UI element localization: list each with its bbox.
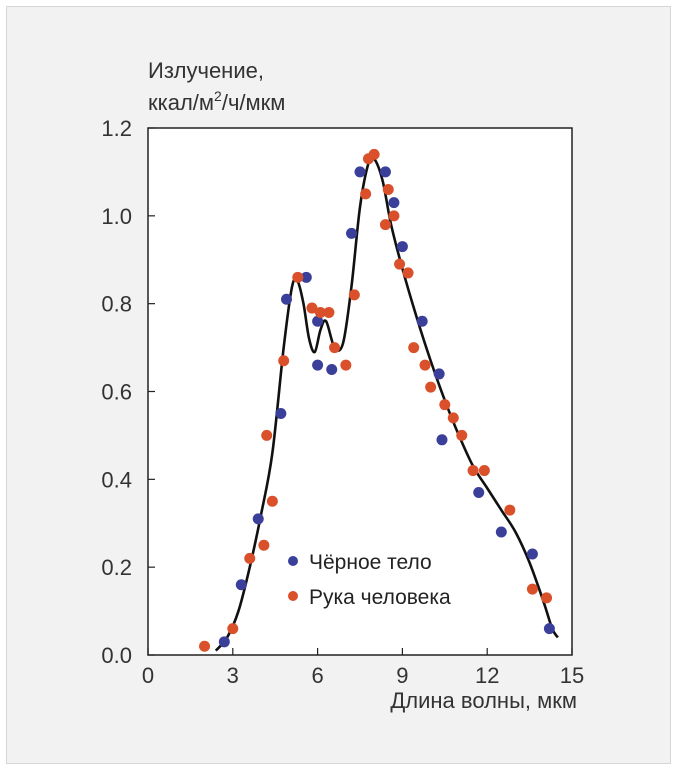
legend-marker-black-body bbox=[288, 556, 298, 566]
black-body-point bbox=[252, 513, 264, 525]
human-hand-point bbox=[541, 592, 553, 604]
x-tick-label: 15 bbox=[560, 663, 584, 688]
human-hand-point bbox=[402, 267, 414, 279]
black-body-point bbox=[326, 364, 338, 376]
y-tick-label: 0.0 bbox=[101, 643, 132, 668]
human-hand-point bbox=[478, 465, 490, 477]
human-hand-point bbox=[244, 552, 256, 564]
human-hand-point bbox=[261, 429, 273, 441]
human-hand-point bbox=[467, 465, 479, 477]
human-hand-point bbox=[199, 640, 211, 652]
fitted-curve-layer bbox=[214, 155, 559, 652]
human-hand-point bbox=[306, 302, 318, 314]
human-hand-point bbox=[266, 495, 278, 507]
legend-label-human-hand: Рука человека bbox=[309, 586, 451, 609]
y-tick-label: 0.4 bbox=[101, 467, 132, 492]
x-tick-label: 0 bbox=[142, 663, 154, 688]
human-hand-point bbox=[388, 210, 400, 222]
human-hand-point bbox=[419, 359, 431, 371]
human-hand-point bbox=[278, 355, 290, 367]
human-hand-point bbox=[360, 188, 372, 200]
x-tick-label: 12 bbox=[475, 663, 499, 688]
y-tick-label: 1.2 bbox=[101, 116, 132, 141]
human-hand-point bbox=[408, 342, 420, 354]
human-hand-point bbox=[382, 183, 394, 195]
human-hand-point bbox=[292, 271, 304, 283]
x-tick-label: 9 bbox=[396, 663, 408, 688]
human-hand-point bbox=[329, 342, 341, 354]
black-body-point bbox=[281, 293, 293, 305]
black-body-point bbox=[433, 368, 445, 380]
black-body-point bbox=[312, 315, 324, 327]
y-tick-label: 0.2 bbox=[101, 555, 132, 580]
human-hand-point bbox=[394, 258, 406, 270]
human-hand-point bbox=[227, 623, 239, 635]
human-hand-point bbox=[504, 504, 516, 516]
y-axis-unit-pre: ккал/м bbox=[148, 90, 214, 115]
y-tick-label: 0.8 bbox=[101, 292, 132, 317]
human-hand-point bbox=[258, 539, 270, 551]
y-axis-unit-sup: 2 bbox=[214, 88, 222, 104]
human-hand-point bbox=[439, 399, 451, 411]
black-body-point bbox=[388, 197, 400, 209]
human-hand-point bbox=[425, 381, 437, 393]
human-hand-point bbox=[447, 412, 459, 424]
y-axis-title-line1: Излучение, bbox=[148, 58, 264, 83]
black-body-point bbox=[300, 271, 312, 283]
black-body-point bbox=[379, 166, 391, 178]
fitted-curve bbox=[214, 155, 559, 652]
legend: Чёрное тело Рука человека bbox=[288, 551, 451, 609]
black-body-point bbox=[346, 227, 358, 239]
human-hand-point bbox=[368, 148, 380, 160]
human-hand-point bbox=[348, 289, 360, 301]
black-body-point bbox=[526, 548, 538, 560]
x-tick-label: 6 bbox=[311, 663, 323, 688]
y-axis-title-line2: ккал/м2/ч/мкм bbox=[148, 88, 285, 115]
black-body-point bbox=[275, 407, 287, 419]
human-hand-point bbox=[379, 219, 391, 231]
black-body-point bbox=[354, 166, 366, 178]
x-tick-label: 3 bbox=[227, 663, 239, 688]
human-hand-point bbox=[340, 359, 352, 371]
black-body-point bbox=[495, 526, 507, 538]
black-body-point bbox=[543, 623, 555, 635]
axis-ticks: 0 3 6 9 12 15 0.0 0.2 0.4 0.6 0.8 1.0 1.2 bbox=[101, 116, 584, 688]
black-body-point bbox=[436, 434, 448, 446]
black-body-point bbox=[473, 487, 485, 499]
human-hand-point bbox=[314, 306, 326, 318]
black-body-point bbox=[218, 636, 230, 648]
black-body-point bbox=[235, 579, 247, 591]
legend-marker-human-hand bbox=[288, 591, 298, 601]
x-axis-title: Длина волны, мкм bbox=[390, 688, 577, 713]
data-points-layer bbox=[199, 148, 555, 652]
human-hand-point bbox=[526, 583, 538, 595]
black-body-point bbox=[312, 359, 324, 371]
y-tick-label: 1.0 bbox=[101, 204, 132, 229]
black-body-point bbox=[396, 241, 408, 253]
legend-label-black-body: Чёрное тело bbox=[309, 551, 432, 574]
y-tick-label: 0.6 bbox=[101, 380, 132, 405]
black-body-point bbox=[416, 315, 428, 327]
human-hand-point bbox=[323, 306, 335, 318]
human-hand-point bbox=[456, 429, 468, 441]
y-axis-unit-post: /ч/мкм bbox=[222, 90, 286, 115]
